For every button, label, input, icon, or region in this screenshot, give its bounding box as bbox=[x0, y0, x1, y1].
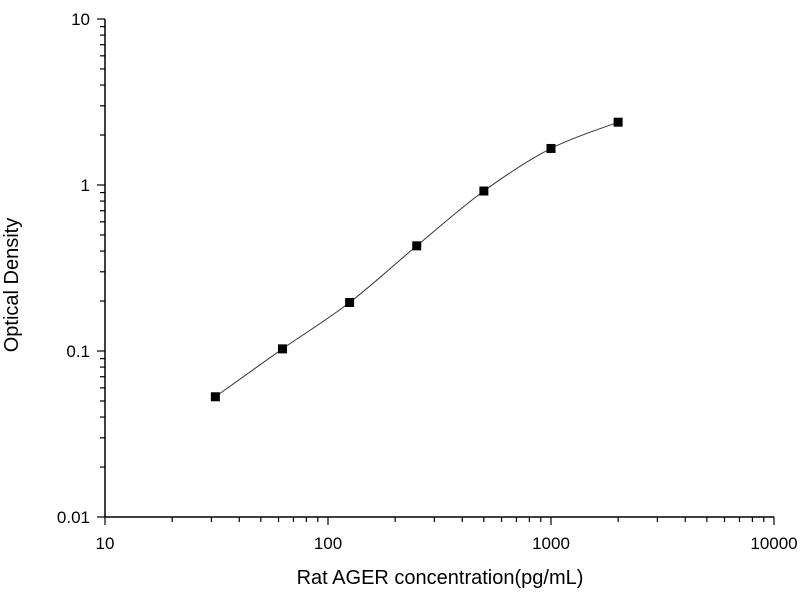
tick-labels: 10 100 1000 10000 0.01 0.1 1 10 bbox=[57, 10, 798, 553]
data-point bbox=[479, 186, 489, 196]
data-point bbox=[546, 143, 556, 153]
x-tick-label: 10000 bbox=[750, 534, 797, 553]
x-tick-label: 10 bbox=[96, 534, 115, 553]
x-axis-title: Rat AGER concentration(pg/mL) bbox=[297, 567, 584, 589]
axes bbox=[97, 18, 775, 525]
y-tick-label: 10 bbox=[71, 10, 90, 29]
x-tick-label: 100 bbox=[314, 534, 342, 553]
data-point bbox=[412, 241, 422, 251]
fit-curve bbox=[215, 121, 619, 398]
y-axis-title: Optical Density bbox=[1, 218, 23, 353]
y-tick-label: 1 bbox=[81, 176, 90, 195]
data-point bbox=[613, 117, 623, 127]
y-tick-label: 0.01 bbox=[57, 508, 90, 527]
data-points bbox=[210, 117, 623, 402]
data-point bbox=[345, 297, 355, 307]
data-point bbox=[277, 344, 287, 354]
data-point bbox=[210, 392, 220, 402]
x-tick-label: 1000 bbox=[532, 534, 570, 553]
y-tick-label: 0.1 bbox=[66, 342, 90, 361]
